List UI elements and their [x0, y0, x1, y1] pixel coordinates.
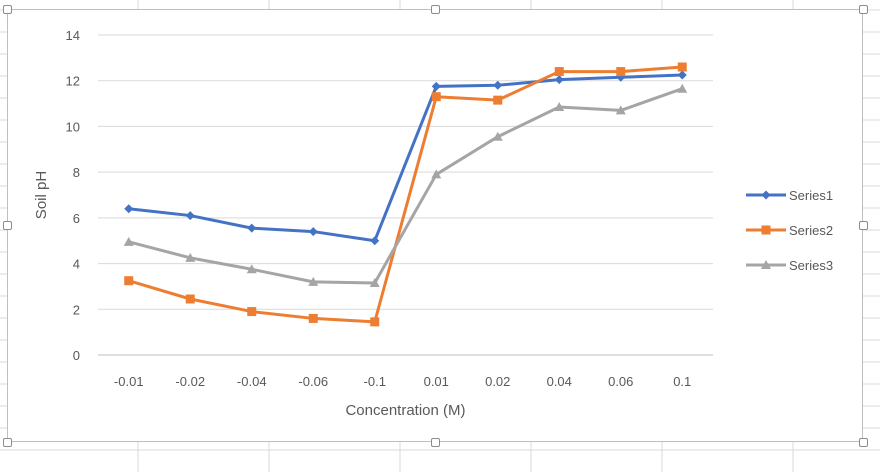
- data-point[interactable]: [308, 276, 319, 286]
- resize-handle[interactable]: [2, 4, 12, 14]
- y-tick-label: 14: [66, 28, 80, 43]
- data-point[interactable]: [185, 252, 196, 262]
- data-point[interactable]: [677, 62, 687, 72]
- data-point[interactable]: [677, 70, 687, 80]
- line-chart: 0 2 4 6 8 10 12 14 -0.01 -0.02 -0.04 -0.06 -0.1 0.01…: [33, 28, 833, 419]
- legend[interactable]: Series1 Series2 Series3: [746, 188, 833, 273]
- data-point[interactable]: [370, 236, 380, 246]
- resize-handle[interactable]: [858, 221, 868, 230]
- series-series3[interactable]: [123, 83, 688, 287]
- data-point[interactable]: [677, 83, 688, 93]
- x-tick-label: 0.04: [547, 374, 572, 389]
- data-point[interactable]: [124, 204, 134, 214]
- x-tick-label: 0.01: [424, 374, 449, 389]
- legend-entry[interactable]: Series2: [746, 223, 833, 238]
- data-point[interactable]: [431, 92, 441, 102]
- data-point[interactable]: [369, 278, 380, 287]
- data-point[interactable]: [554, 75, 564, 85]
- data-point[interactable]: [493, 95, 503, 105]
- series-line[interactable]: [127, 87, 684, 285]
- resize-handle[interactable]: [430, 437, 440, 447]
- x-tick-label: -0.01: [114, 374, 144, 389]
- series-line[interactable]: [127, 65, 684, 324]
- x-tick-label: 0.02: [485, 374, 510, 389]
- legend-marker: [761, 190, 771, 200]
- legend-marker: [761, 225, 771, 235]
- data-point[interactable]: [431, 81, 441, 91]
- data-point[interactable]: [370, 317, 380, 327]
- data-point[interactable]: [185, 211, 195, 221]
- y-axis-ticks: 0 2 4 6 8 10 12 14: [66, 28, 80, 363]
- data-point[interactable]: [492, 131, 503, 141]
- data-point[interactable]: [616, 67, 626, 77]
- resize-handle[interactable]: [2, 437, 12, 447]
- resize-handle[interactable]: [430, 4, 440, 14]
- series-line[interactable]: [127, 73, 684, 243]
- x-tick-label: -0.06: [298, 374, 328, 389]
- y-tick-label: 2: [73, 302, 80, 317]
- y-tick-label: 8: [73, 165, 80, 180]
- legend-entry[interactable]: Series1: [746, 188, 833, 203]
- data-point[interactable]: [308, 227, 318, 237]
- y-tick-label: 6: [73, 211, 80, 226]
- data-point[interactable]: [246, 264, 257, 274]
- legend-label: Series2: [789, 223, 833, 238]
- x-axis-title: Concentration (M): [345, 402, 465, 419]
- data-point[interactable]: [247, 307, 257, 317]
- data-point[interactable]: [554, 102, 565, 111]
- y-tick-label: 0: [73, 348, 80, 363]
- x-tick-label: 0.06: [608, 374, 633, 389]
- x-tick-label: -0.1: [364, 374, 386, 389]
- y-axis-title: Soil pH: [33, 171, 50, 219]
- series-series2[interactable]: [124, 62, 687, 327]
- y-tick-label: 10: [66, 119, 80, 134]
- data-point[interactable]: [615, 105, 626, 115]
- data-point[interactable]: [185, 294, 195, 304]
- data-point[interactable]: [554, 67, 564, 77]
- x-tick-label: -0.04: [237, 374, 267, 389]
- data-point[interactable]: [493, 80, 503, 90]
- legend-label: Series1: [789, 188, 833, 203]
- legend-entry[interactable]: Series3: [746, 258, 833, 273]
- data-point[interactable]: [247, 223, 257, 233]
- plot-series: [123, 62, 688, 327]
- legend-label: Series3: [789, 258, 833, 273]
- x-tick-label: 0.1: [673, 374, 691, 389]
- data-point[interactable]: [123, 236, 134, 246]
- series-series1[interactable]: [124, 70, 687, 246]
- data-point[interactable]: [124, 276, 134, 286]
- x-axis-ticks: -0.01 -0.02 -0.04 -0.06 -0.1 0.01 0.02 0.04 0.06…: [114, 374, 691, 389]
- gridlines: [98, 34, 713, 356]
- resize-handle[interactable]: [2, 221, 12, 230]
- data-point[interactable]: [308, 313, 318, 323]
- resize-handle[interactable]: [858, 4, 868, 14]
- chart-area[interactable]: 0 2 4 6 8 10 12 14 -0.01 -0.02 -0.04 -0.06 -0.1 0.01…: [7, 9, 863, 442]
- x-tick-label: -0.02: [175, 374, 205, 389]
- legend-marker: [761, 260, 771, 269]
- resize-handle[interactable]: [858, 437, 868, 447]
- y-tick-label: 12: [66, 74, 80, 89]
- data-point[interactable]: [431, 169, 442, 179]
- y-tick-label: 4: [73, 257, 80, 272]
